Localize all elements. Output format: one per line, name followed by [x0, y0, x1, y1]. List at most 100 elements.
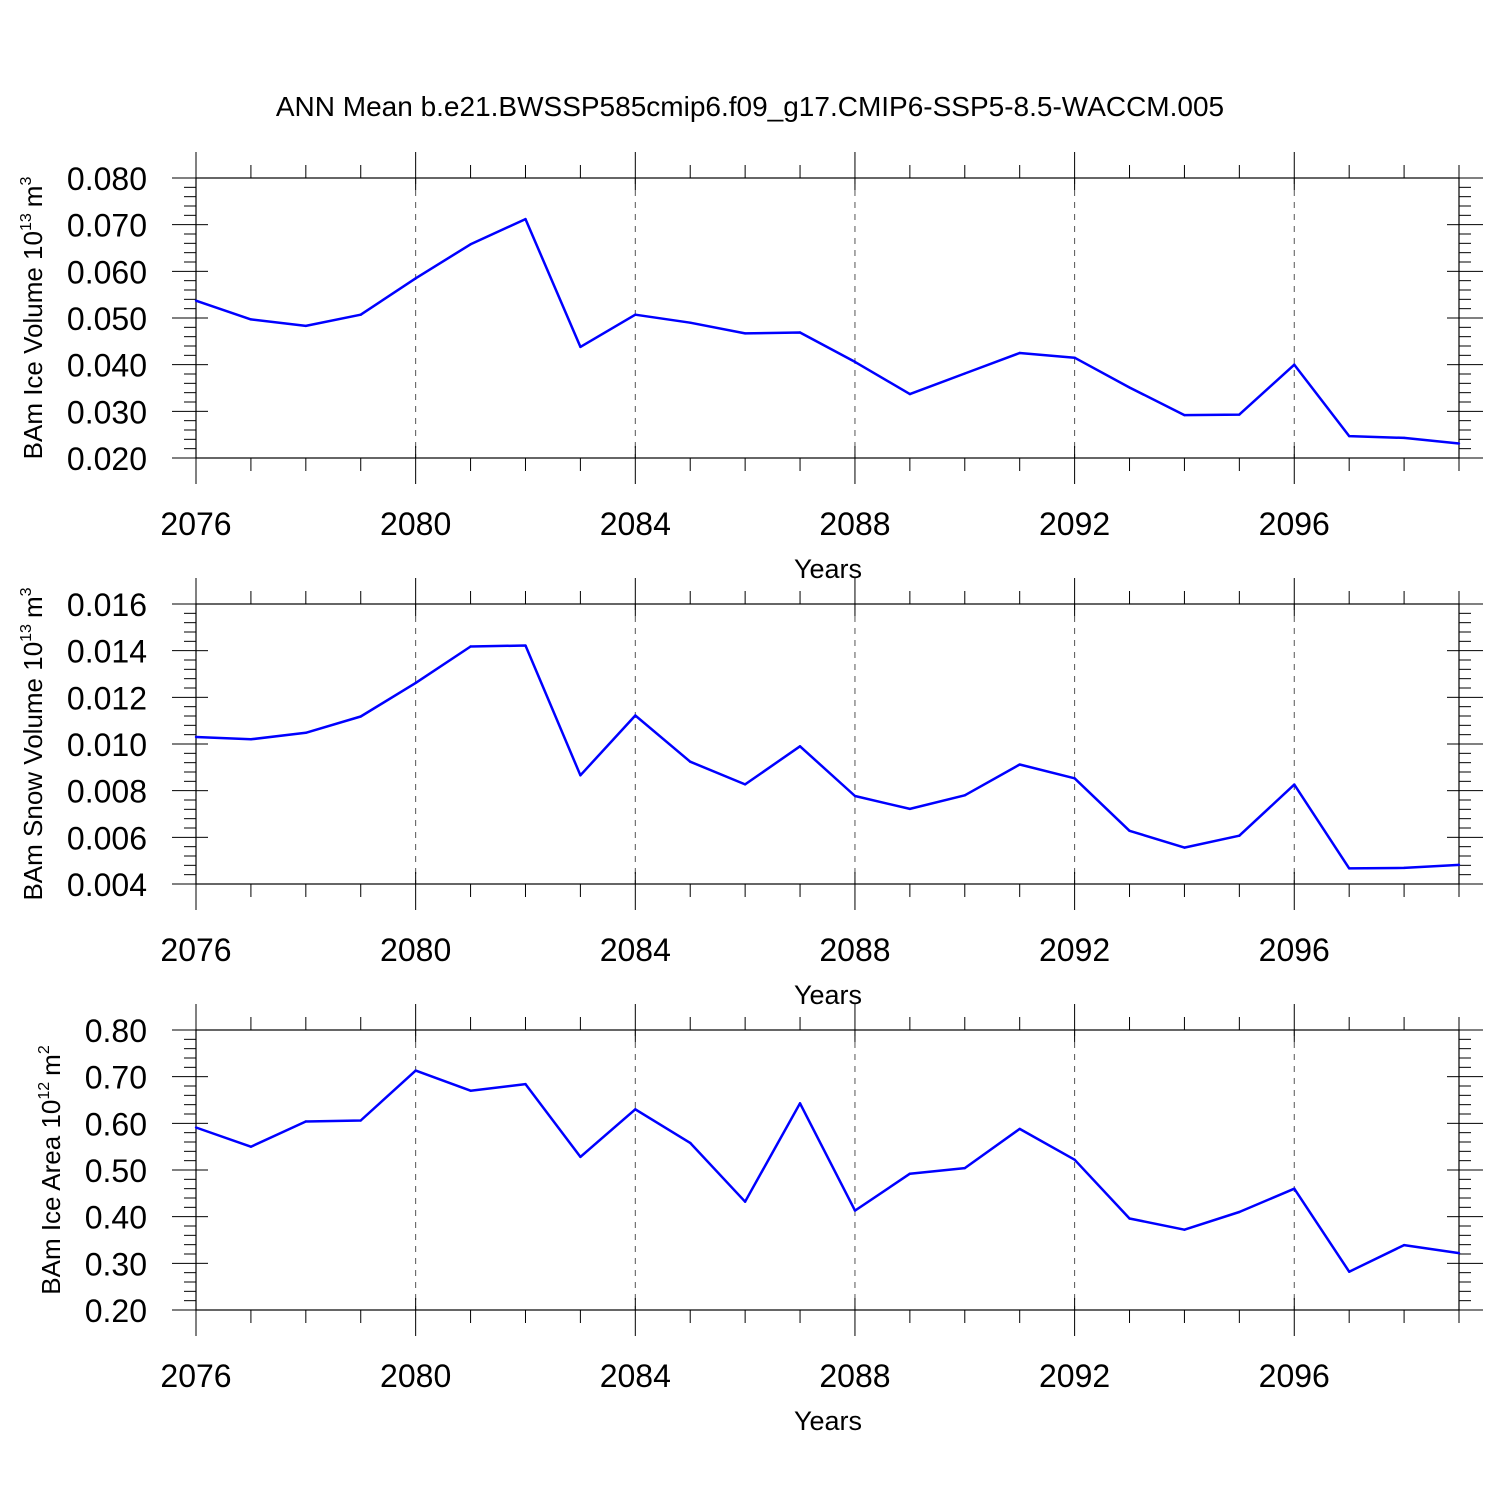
data-point: [634, 313, 637, 316]
y-axis-label-unit: m: [18, 596, 48, 618]
y-axis-label-exponent: 12: [36, 1082, 53, 1100]
data-point: [1073, 1158, 1076, 1161]
data-point: [1402, 1243, 1406, 1247]
y-tick-label: 0.80: [85, 1013, 147, 1049]
series-line: [195, 1069, 1460, 1273]
data-point: [469, 1089, 472, 1092]
data-point: [304, 324, 308, 328]
data-point: [414, 681, 417, 685]
y-tick-label: 0.60: [85, 1106, 147, 1142]
data-point: [414, 277, 417, 280]
data-point: [1347, 867, 1351, 870]
chart-panel-2: 0.004 0.006 0.008 0.010 0.012 0.014 0.016 2076 2…: [18, 578, 1483, 1010]
data-point: [1293, 1187, 1296, 1190]
data-point: [798, 1102, 802, 1105]
plot-frame: [195, 1029, 1460, 1311]
data-point: [1457, 863, 1461, 867]
y-axis-label-unit: m: [18, 186, 48, 208]
x-tick-label: 2080: [380, 1358, 451, 1394]
panels: 0.020 0.030 0.040 0.050 0.060 0.070 0.080 2076 2…: [18, 152, 1483, 1436]
y-axis-label-exponent: 13: [18, 624, 35, 642]
data-point: [194, 299, 198, 302]
data-point: [1402, 436, 1406, 440]
y-tick-label: 0.30: [85, 1246, 147, 1282]
plot-frame: [195, 603, 1460, 885]
x-tick-label: 2076: [160, 932, 231, 968]
data-point: [908, 392, 912, 396]
data-point: [359, 313, 362, 316]
y-tick-label: 0.070: [67, 208, 147, 244]
y-axis-label-unit-exponent: 2: [36, 1045, 53, 1054]
data-point: [798, 331, 802, 334]
y-axis-label-text: BAm Snow Volume 10: [18, 642, 48, 901]
x-tick-label: 2088: [819, 1358, 890, 1394]
data-point: [743, 1200, 747, 1203]
y-tick-label: 0.70: [85, 1060, 147, 1096]
y-axis-label-text: BAm Ice Volume 10: [18, 231, 48, 459]
data-point: [524, 217, 527, 221]
data-point: [853, 1209, 857, 1212]
chart-panel-3: 0.20 0.30 0.40 0.50 0.60 0.70 0.80 2076 2080 2084…: [36, 1004, 1483, 1436]
y-axis-label-unit-exponent: 3: [18, 587, 35, 596]
x-tick-label: 2088: [819, 506, 890, 542]
data-point: [963, 372, 966, 375]
data-point: [359, 1119, 362, 1122]
y-tick-label: 0.40: [85, 1200, 147, 1236]
y-tick-label: 0.012: [67, 680, 147, 716]
data-point: [798, 745, 802, 748]
data-point: [469, 243, 472, 246]
y-tick-label: 0.020: [67, 441, 147, 477]
data-point: [579, 1155, 582, 1159]
data-point: [689, 760, 692, 763]
y-axis-label-unit: m: [36, 1054, 66, 1076]
data-point: [1293, 783, 1296, 786]
data-point: [1073, 777, 1076, 780]
data-point: [1238, 1210, 1241, 1214]
data-point: [908, 1172, 912, 1175]
y-tick-label: 0.014: [67, 634, 147, 670]
data-point: [1183, 846, 1186, 849]
data-point: [1018, 763, 1021, 766]
series-line: [195, 217, 1460, 445]
data-point: [194, 1126, 198, 1129]
x-tick-label: 2092: [1039, 506, 1110, 542]
data-point: [359, 715, 362, 718]
x-tick-label: 2084: [600, 932, 671, 968]
y-tick-label: 0.030: [67, 394, 147, 430]
data-point: [853, 360, 857, 364]
data-point: [1128, 829, 1131, 832]
data-point: [908, 807, 912, 811]
data-point: [524, 1082, 527, 1086]
y-tick-label: 0.010: [67, 727, 147, 763]
data-point: [469, 645, 472, 648]
x-tick-label: 2092: [1039, 1358, 1110, 1394]
data-point: [1073, 356, 1076, 359]
data-point: [579, 345, 582, 349]
data-point: [579, 774, 582, 777]
x-tick-label: 2084: [600, 506, 671, 542]
x-tick-label: 2084: [600, 1358, 671, 1394]
y-tick-label: 0.008: [67, 774, 147, 810]
data-point: [524, 644, 527, 647]
data-point: [1018, 1127, 1021, 1131]
data-point: [1183, 1228, 1186, 1231]
data-point: [1183, 413, 1186, 417]
data-point: [689, 321, 692, 324]
data-point: [689, 1141, 692, 1145]
data-point: [194, 735, 198, 739]
y-tick-label: 0.060: [67, 254, 147, 290]
x-tick-label: 2096: [1259, 1358, 1330, 1394]
data-point: [1457, 442, 1461, 445]
data-point: [1128, 1217, 1131, 1220]
data-point: [853, 794, 857, 798]
x-tick-label: 2076: [160, 506, 231, 542]
x-axis-label: Years: [794, 1406, 862, 1436]
plot-frame: [195, 177, 1460, 459]
data-point: [743, 332, 747, 335]
x-axis-label: Years: [794, 554, 862, 584]
y-axis-label: BAm Snow Volume 1013 m3: [18, 587, 48, 900]
data-point: [414, 1069, 417, 1072]
x-axis-label: Years: [794, 980, 862, 1010]
data-point: [1347, 434, 1351, 438]
y-tick-label: 0.040: [67, 348, 147, 384]
